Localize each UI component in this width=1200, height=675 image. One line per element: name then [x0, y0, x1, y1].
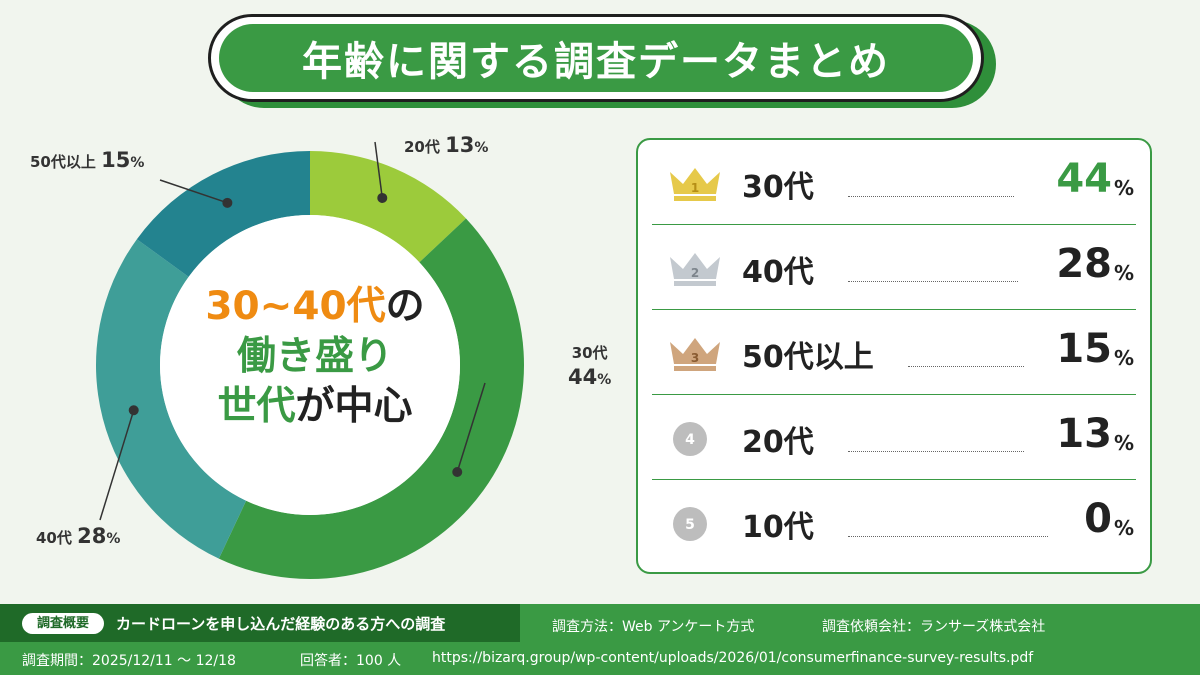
title-banner-inner: 年齢に関する調査データまとめ: [219, 24, 973, 92]
ranking-label: 50代以上: [742, 340, 874, 375]
rank-number: 5: [685, 517, 695, 533]
slice-label-30s: 30代 44%: [568, 344, 611, 391]
ranking-row: 4 20代 13 %: [638, 395, 1150, 480]
ranking-unit: %: [1113, 431, 1134, 455]
center-line-3: 世代が中心: [190, 382, 440, 432]
rank-circle-icon: 4: [673, 422, 707, 456]
center-highlight-generation: 世代: [217, 383, 296, 429]
dotted-leader: [848, 536, 1048, 537]
gold-crown-icon: 1: [670, 168, 720, 201]
ranking-label: 20代: [742, 425, 814, 460]
row-divider: [652, 479, 1136, 480]
center-highlight-age: 30~40代: [205, 284, 386, 329]
slice-label-40s: 40代 28%: [36, 524, 120, 548]
slice-label-50s: 50代以上 15%: [30, 148, 144, 172]
slice-label-50s-unit: %: [130, 155, 145, 171]
donut-slice-3: [95, 239, 247, 559]
slice-label-20s-unit: %: [474, 140, 489, 156]
ranking-value: 15: [1056, 326, 1112, 372]
slice-label-20s-value: 13: [445, 133, 475, 157]
slice-label-20s: 20代 13%: [404, 133, 488, 157]
title-banner: 年齢に関する調査データまとめ: [208, 14, 984, 102]
rank-number: 2: [691, 266, 699, 280]
survey-summary-box: 調査概要 カードローンを申し込んだ経験のある方への調査: [0, 604, 520, 642]
donut-slice-4: [136, 151, 310, 277]
ranking-label: 10代: [742, 510, 814, 545]
survey-respondents: 回答者：100 人: [300, 653, 402, 669]
leader-dot-4: [222, 197, 233, 208]
slice-label-50s-name: 50代以上: [30, 153, 96, 171]
donut-hole: [160, 215, 460, 515]
dotted-leader: [848, 281, 1018, 282]
slice-label-40s-unit: %: [106, 531, 121, 547]
survey-method: 調査方法：Web アンケート方式: [552, 619, 755, 635]
ranking-unit: %: [1113, 516, 1134, 540]
ranking-row: 2 40代 28 %: [638, 225, 1150, 310]
leader-line-1: [374, 141, 384, 199]
ranking-label: 40代: [742, 255, 814, 290]
ranking-card: 1 30代 44 % 2 40代 28 % 3 50代以上 15 %: [636, 138, 1152, 574]
ranking-row: 5 10代 0 %: [638, 480, 1150, 565]
donut-chart: [95, 141, 525, 579]
leader-line-3: [99, 410, 135, 521]
source-url[interactable]: https://bizarq.group/wp-content/uploads/…: [432, 650, 1034, 666]
center-line-1-rest: の: [385, 284, 425, 329]
slice-label-30s-name: 30代: [571, 344, 608, 362]
rank-number: 3: [691, 351, 699, 365]
chart-center-text: 30~40代の 働き盛り 世代が中心: [190, 282, 440, 432]
rank-circle-icon: 5: [673, 507, 707, 541]
donut-slice-1: [310, 151, 466, 263]
slice-label-30s-value: 44: [568, 364, 598, 389]
center-line-2: 働き盛り: [236, 333, 393, 379]
ranking-row: 3 50代以上 15 %: [638, 310, 1150, 395]
row-divider: [652, 224, 1136, 225]
ranking-value: 0: [1084, 496, 1112, 542]
survey-summary-text: カードローンを申し込んだ経験のある方への調査: [116, 615, 446, 633]
dotted-leader: [848, 451, 1024, 452]
ranking-unit: %: [1113, 346, 1134, 370]
ranking-unit: %: [1113, 261, 1134, 285]
slice-label-50s-value: 15: [101, 148, 131, 172]
donut-slice-2: [218, 218, 525, 579]
ranking-label: 30代: [742, 170, 814, 205]
survey-summary-badge: 調査概要: [22, 613, 104, 634]
rank-number: 1: [691, 181, 699, 195]
row-divider: [652, 309, 1136, 310]
ranking-value: 13: [1056, 411, 1112, 457]
silver-crown-icon: 2: [670, 253, 720, 286]
slice-label-30s-unit: %: [597, 371, 612, 388]
dotted-leader: [908, 366, 1024, 367]
dotted-leader: [848, 196, 1014, 197]
survey-period: 調査期間：2025/12/11 ～ 12/18: [22, 653, 236, 669]
rank-number: 4: [685, 432, 695, 448]
ranking-unit: %: [1113, 176, 1134, 200]
bronze-crown-icon: 3: [670, 338, 720, 371]
slice-label-40s-value: 28: [77, 524, 107, 548]
survey-client: 調査依頼会社：ランサーズ株式会社: [822, 619, 1046, 635]
slice-label-40s-name: 40代: [36, 529, 72, 547]
leader-line-2: [456, 382, 486, 473]
leader-line-4: [159, 179, 228, 204]
ranking-value: 44: [1056, 156, 1112, 202]
center-line-3-rest: が中心: [295, 383, 413, 429]
page-title: 年齢に関する調査データまとめ: [302, 39, 890, 85]
ranking-row: 1 30代 44 %: [638, 140, 1150, 225]
slice-label-20s-name: 20代: [404, 138, 440, 156]
center-line-1: 30~40代の: [190, 282, 440, 332]
row-divider: [652, 394, 1136, 395]
ranking-value: 28: [1056, 241, 1112, 287]
footer: 調査概要 カードローンを申し込んだ経験のある方への調査 調査方法：Web アンケ…: [0, 604, 1200, 675]
